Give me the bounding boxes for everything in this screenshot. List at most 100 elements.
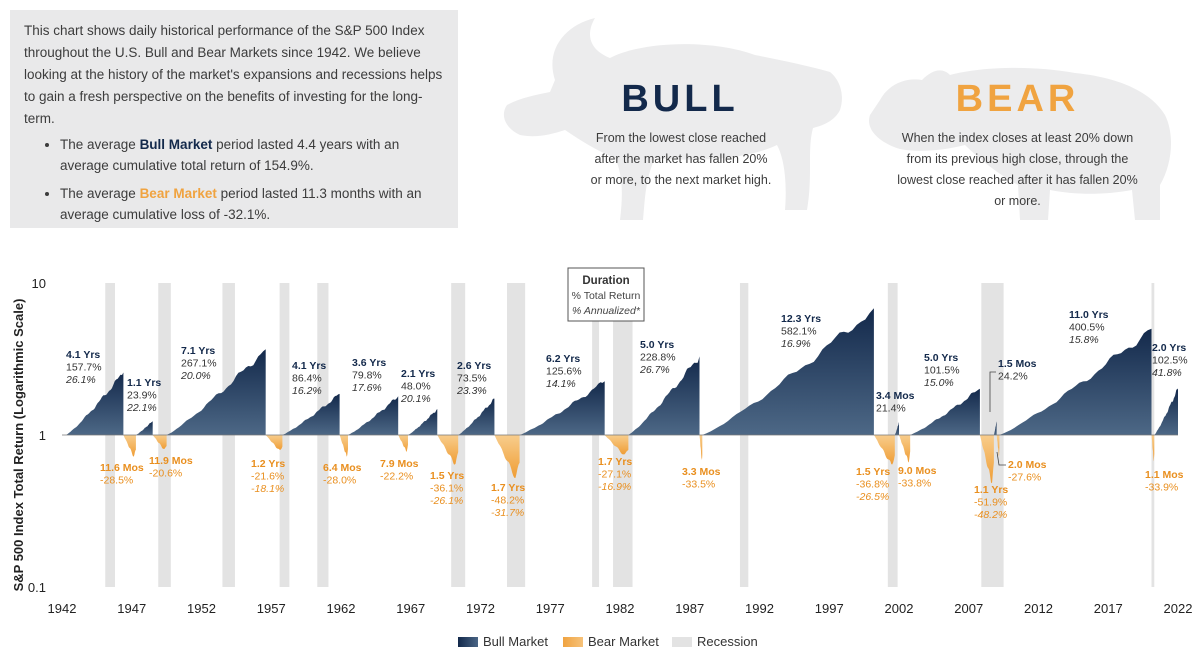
bear-area-6 — [494, 435, 520, 478]
bear-label-annual: -18.1% — [251, 483, 284, 495]
bull-label-duration: 2.6 Yrs — [457, 360, 491, 372]
bull-label-annual: 14.1% — [546, 378, 576, 390]
bull-label-annual: 20.0% — [180, 370, 211, 382]
bear-label-duration: 1.5 Yrs — [856, 466, 890, 478]
bear-label-3: 6.4 Mos-28.0% — [323, 462, 362, 487]
x-tick-label: 1962 — [327, 601, 356, 616]
bull-label-annual: 26.1% — [65, 374, 96, 386]
bull-label-annual: 20.1% — [400, 393, 431, 405]
legend-bear: Bear Market — [563, 634, 659, 649]
bull-label-annual: 16.2% — [292, 385, 322, 397]
bull-label-total: 23.9% — [127, 390, 157, 402]
bull-description: From the lowest close reached after the … — [590, 131, 772, 187]
leader-line-2-0-mos — [996, 451, 1006, 466]
bear-label-total: -21.6% — [251, 471, 284, 483]
bear-label-duration: 1.1 Mos — [1145, 469, 1184, 481]
bull-label-duration: 4.1 Yrs — [292, 360, 326, 372]
intro-bullets: The average Bull Market period lasted 4.… — [24, 134, 444, 225]
bear-label-8: 3.3 Mos-33.5% — [682, 466, 721, 491]
bear-area-0 — [123, 435, 136, 457]
bear-label-annual: -31.7% — [491, 507, 524, 519]
bull-area-12 — [993, 420, 997, 435]
bull-label-annual: 16.9% — [781, 338, 811, 350]
x-tick-label: 1957 — [257, 601, 286, 616]
bear-area-13 — [1151, 435, 1155, 461]
bull-area-11 — [910, 388, 980, 435]
x-tick-label: 2007 — [954, 601, 983, 616]
x-tick-label: 1997 — [815, 601, 844, 616]
bear-label-total: -33.9% — [1145, 482, 1178, 494]
legend-bull-label: Bull Market — [483, 634, 549, 649]
bull-label-total: 157.7% — [66, 362, 102, 374]
key-line1: % Total Return — [572, 290, 641, 302]
legend-recession-swatch — [672, 636, 692, 647]
bear-label-duration: 1.7 Yrs — [598, 456, 632, 468]
y-tick-label: 1 — [39, 428, 46, 443]
bull-label-total: 102.5% — [1152, 355, 1188, 367]
key-title: Duration — [582, 275, 629, 287]
bear-label-total: -28.0% — [323, 475, 356, 487]
bear-area-5 — [437, 435, 459, 465]
bear-label-13: 1.1 Mos-33.9% — [1145, 469, 1184, 494]
bear-label-duration: 7.9 Mos — [380, 458, 419, 470]
bull-label-annual: 41.8% — [1152, 367, 1182, 379]
bear-label-annual: -48.2% — [974, 509, 1007, 521]
duration-key: Duration % Total Return % Annualized* — [567, 267, 645, 322]
bullet-bull-keyword: Bull Market — [139, 137, 213, 152]
bear-label-11: 1.1 Yrs-51.9%-48.2% — [974, 484, 1008, 521]
bear-label-duration: 6.4 Mos — [323, 462, 362, 474]
bull-label-duration: 4.1 Yrs — [66, 349, 100, 361]
bull-label-total: 48.0% — [401, 381, 431, 393]
x-tick-label: 1977 — [536, 601, 565, 616]
bear-label-annual: -16.9% — [598, 481, 631, 493]
bull-label-duration: 6.2 Yrs — [546, 353, 580, 365]
y-axis-label: S&P 500 Index Total Return (Logarithmic … — [11, 299, 26, 592]
bull-label-annual: 23.3% — [456, 385, 487, 397]
bear-label-duration: 9.0 Mos — [898, 465, 937, 477]
bear-label-total: -27.1% — [598, 469, 631, 481]
bear-label-total: -28.5% — [100, 475, 133, 487]
bear-label-duration: 2.0 Mos — [1008, 459, 1047, 471]
bull-label-duration: 2.1 Yrs — [401, 368, 435, 380]
bear-label-total: -33.5% — [682, 479, 715, 491]
bear-description: When the index closes at least 20% down … — [897, 131, 1138, 208]
bull-label-annual: 26.7% — [639, 364, 670, 376]
market-areas — [66, 308, 1178, 484]
bull-label-duration: 12.3 Yrs — [781, 313, 821, 325]
bull-area-6 — [458, 398, 495, 435]
intro-panel: This chart shows daily historical perfor… — [10, 10, 458, 228]
bear-label-total: -51.9% — [974, 497, 1007, 509]
bull-area-4 — [347, 396, 399, 435]
y-tick-label: 10 — [32, 276, 46, 291]
x-tick-label: 1972 — [466, 601, 495, 616]
x-tick-label: 1942 — [48, 601, 77, 616]
bear-label-duration: 11.9 Mos — [149, 455, 193, 467]
legend-bear-label: Bear Market — [588, 634, 659, 649]
bear-label-total: -22.2% — [380, 471, 413, 483]
bull-area-8 — [628, 356, 700, 435]
bullet-bull-post: period lasted 4.4 years with an average … — [60, 137, 400, 173]
x-tick-label: 2012 — [1024, 601, 1053, 616]
x-tick-label: 1992 — [745, 601, 774, 616]
bear-label-5: 1.5 Yrs-36.1%-26.1% — [430, 470, 464, 507]
bear-label-0: 11.6 Mos-28.5% — [100, 462, 144, 487]
bull-label-duration: 2.0 Yrs — [1152, 342, 1186, 354]
bear-label-total: -48.2% — [491, 495, 524, 507]
bull-label-total: 267.1% — [181, 358, 217, 370]
bear-label-total: -20.6% — [149, 468, 182, 480]
x-tick-label: 1952 — [187, 601, 216, 616]
bull-area-9 — [702, 308, 874, 435]
bull-title: BULL — [621, 78, 739, 120]
bear-label-duration: 1.2 Yrs — [251, 458, 285, 470]
bear-label-duration: 11.6 Mos — [100, 462, 144, 474]
bull-area-3 — [282, 393, 340, 435]
bull-label-annual: 22.1% — [126, 402, 157, 414]
